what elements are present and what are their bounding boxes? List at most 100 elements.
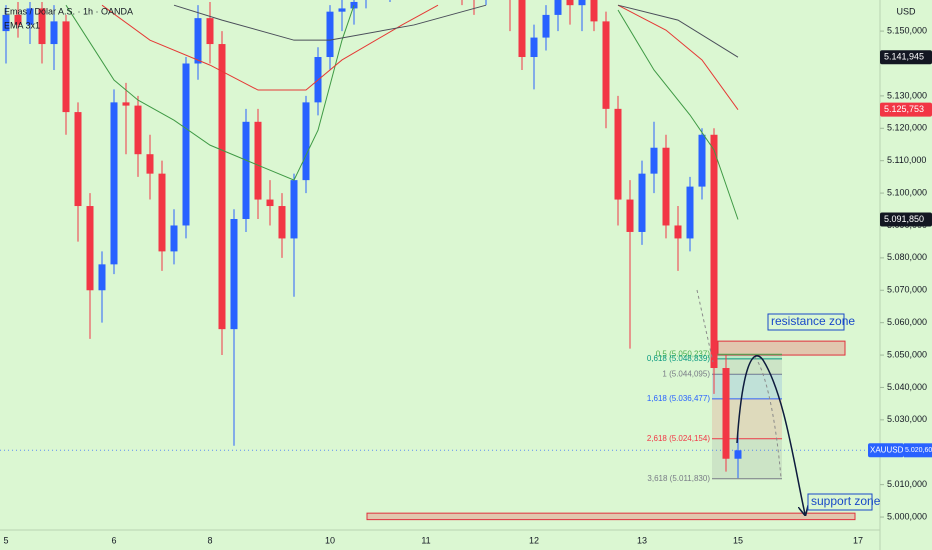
x-tick-label: 12 xyxy=(529,535,539,545)
candle-body xyxy=(338,8,346,12)
candle-body xyxy=(650,147,658,174)
price-label-box xyxy=(880,102,932,117)
zone-label: resistance zone xyxy=(771,314,855,328)
candle-body xyxy=(158,173,166,252)
y-tick-label: 5.130,000 xyxy=(887,90,927,100)
x-tick-label: 17 xyxy=(853,535,863,545)
dashed-path xyxy=(696,289,714,363)
candle-body xyxy=(14,14,22,25)
indicator-label: EMA 3x1 xyxy=(4,20,40,30)
candle-body xyxy=(230,218,238,330)
candle-body xyxy=(266,199,274,207)
candle-body xyxy=(578,0,586,6)
y-tick-label: 5.120,000 xyxy=(887,123,927,133)
y-tick-label: 5.100,000 xyxy=(887,187,927,197)
candle-body xyxy=(86,206,94,291)
candle-body xyxy=(146,154,154,174)
x-tick-label: 5 xyxy=(3,535,8,545)
y-tick-label: 5.000,000 xyxy=(887,511,927,521)
fib-label: 2,618 (5.024,154) xyxy=(647,434,710,443)
current-price-box xyxy=(904,443,932,458)
candle-body xyxy=(110,102,118,265)
zone-label: support zone xyxy=(811,494,881,508)
x-tick-label: 11 xyxy=(421,535,430,545)
candle-body xyxy=(38,8,46,45)
plot-area xyxy=(0,0,880,521)
candle-body xyxy=(638,173,646,232)
candle-body xyxy=(194,18,202,64)
candle-body xyxy=(74,112,82,207)
current-symbol: XAUUSD xyxy=(870,445,904,454)
candle-body xyxy=(122,102,130,106)
candle-body xyxy=(722,368,730,459)
symbol-title: Emas / Dólar A.S. · 1h · OANDA xyxy=(4,6,133,16)
x-tick-label: 8 xyxy=(207,535,212,545)
y-tick-label: 5.030,000 xyxy=(887,414,927,424)
candle-body xyxy=(182,63,190,226)
y-tick-label: 5.050,000 xyxy=(887,349,927,359)
candle-body xyxy=(662,147,670,226)
candle-body xyxy=(566,0,574,6)
fib-label: 3,618 (5.011,830) xyxy=(647,474,710,483)
fib-label: 1,618 (5.036,477) xyxy=(647,394,710,403)
fib-label: 0,5 (5.050,237) xyxy=(656,349,711,358)
y-tick-label: 5.150,000 xyxy=(887,25,927,35)
candle-body xyxy=(698,134,706,187)
candle-body xyxy=(674,225,682,239)
zone-label-box xyxy=(807,493,873,511)
x-tick-label: 10 xyxy=(325,535,335,545)
x-tick-label: 15 xyxy=(733,535,743,545)
candle-body xyxy=(302,102,310,181)
dashed-path xyxy=(754,356,782,479)
price-label: 5.091,850 xyxy=(884,214,924,224)
candle-body xyxy=(206,18,214,45)
candle-body xyxy=(290,180,298,239)
price-label: 5.141,945 xyxy=(884,52,924,62)
price-label: 5.125,753 xyxy=(884,104,924,114)
projection xyxy=(696,289,805,514)
projection-curve xyxy=(736,355,805,514)
y-tick-label: 5.110,000 xyxy=(887,155,926,165)
y-tick-label: 5.070,000 xyxy=(887,285,927,295)
candle-body xyxy=(278,206,286,239)
y-tick-label: 5.010,000 xyxy=(887,479,927,489)
candle-body xyxy=(326,11,334,58)
current-price-label: 5.020,600 xyxy=(905,447,932,454)
candle-body xyxy=(26,8,34,25)
price-axis: 5.000,0005.010,0005.020,0005.030,0005.04… xyxy=(868,25,932,521)
price-label-box xyxy=(880,50,932,65)
candle-body xyxy=(62,21,70,113)
fib-label: 1 (5.044,095) xyxy=(662,369,710,378)
fib-label: 0,618 (5.048,839) xyxy=(647,354,710,363)
candle-body xyxy=(554,0,562,15)
candle-body xyxy=(686,186,694,239)
candle-body xyxy=(710,134,718,369)
candle-body xyxy=(134,105,142,155)
candle-body xyxy=(218,44,226,330)
y-tick-label: 5.040,000 xyxy=(887,382,927,392)
currency-label: USD xyxy=(896,6,916,16)
zone xyxy=(717,340,846,356)
candle-body xyxy=(614,108,622,200)
candle-body xyxy=(50,21,58,45)
zone xyxy=(366,512,856,521)
candle-body xyxy=(170,225,178,252)
candle-body xyxy=(530,37,538,58)
current-symbol-box xyxy=(868,443,904,458)
candle-body xyxy=(242,121,250,219)
y-tick-label: 5.060,000 xyxy=(887,317,927,327)
moving-average xyxy=(173,4,739,58)
candle-body xyxy=(626,199,634,232)
x-tick-label: 13 xyxy=(637,535,647,545)
zone-label-box xyxy=(767,313,845,331)
x-tick-label: 6 xyxy=(111,535,116,545)
candle-body xyxy=(98,264,106,291)
fib-fill xyxy=(712,354,782,359)
y-tick-label: 5.080,000 xyxy=(887,252,927,262)
candle-body xyxy=(590,0,598,22)
moving-average xyxy=(65,4,739,220)
candle-body xyxy=(254,121,262,200)
candle-body xyxy=(518,0,526,58)
